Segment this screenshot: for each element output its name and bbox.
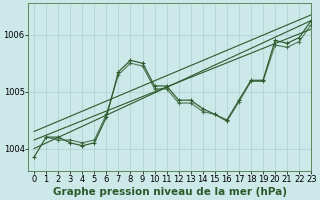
X-axis label: Graphe pression niveau de la mer (hPa): Graphe pression niveau de la mer (hPa) [53, 187, 287, 197]
